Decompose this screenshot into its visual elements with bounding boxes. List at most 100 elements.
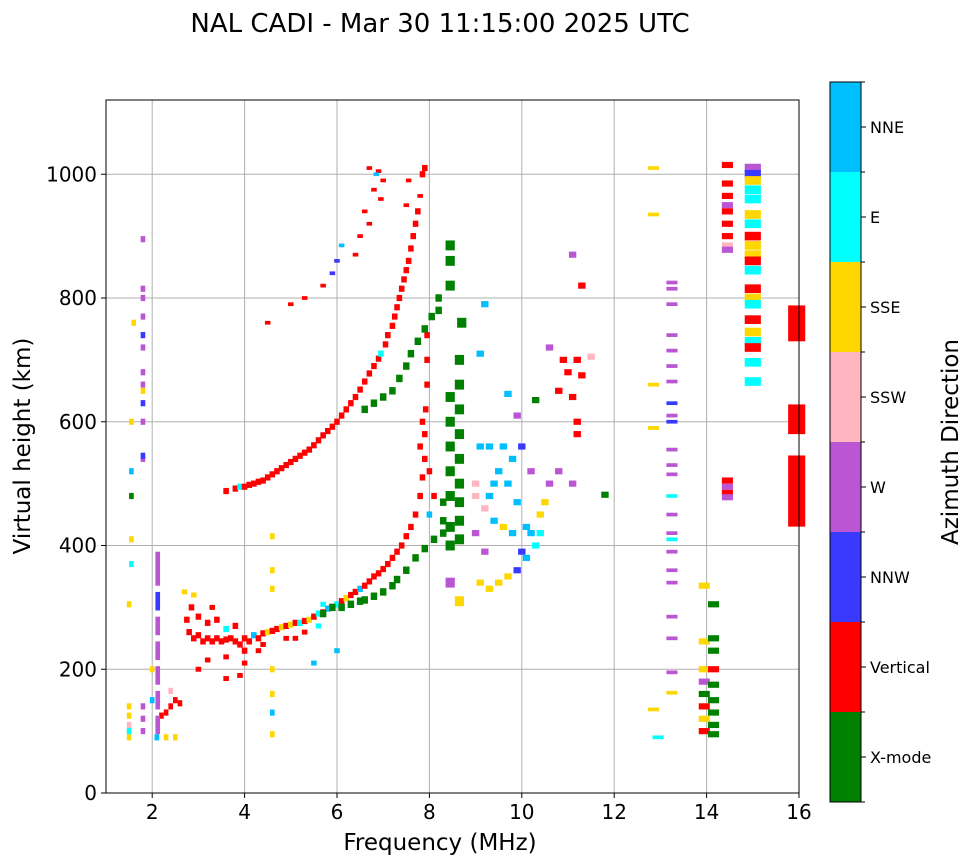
echo-mark-sse bbox=[744, 241, 761, 250]
echo-mark-w bbox=[666, 636, 678, 641]
x-tick-label: 14 bbox=[694, 800, 719, 824]
echo-mark-x-mode bbox=[440, 529, 447, 537]
echo-mark-vertical bbox=[396, 294, 403, 302]
echo-mark-vertical bbox=[417, 443, 423, 450]
colorbar-swatch-x-mode bbox=[830, 712, 861, 802]
colorbar-label-e: E bbox=[870, 208, 880, 227]
echo-mark-nne bbox=[476, 443, 484, 450]
echo-mark-sse bbox=[126, 712, 132, 719]
echo-mark-ssw bbox=[126, 721, 132, 729]
echo-mark-nne bbox=[476, 350, 484, 357]
x-tick-label: 2 bbox=[146, 800, 159, 824]
echo-mark-vertical bbox=[555, 387, 563, 394]
echo-mark-x-mode bbox=[454, 354, 465, 365]
echo-mark-x-mode bbox=[329, 603, 336, 612]
echo-mark-vertical bbox=[410, 233, 417, 240]
chart-title: NAL CADI - Mar 30 11:15:00 2025 UTC bbox=[190, 9, 689, 39]
echo-mark-nnw bbox=[518, 443, 526, 450]
echo-mark-e bbox=[223, 625, 229, 633]
echo-mark-w bbox=[155, 666, 161, 685]
echo-mark-w bbox=[666, 364, 678, 368]
echo-mark-nne bbox=[522, 554, 531, 561]
echo-mark-sse bbox=[270, 690, 275, 698]
echo-mark-vertical bbox=[184, 616, 190, 623]
echo-mark-vertical bbox=[419, 474, 426, 481]
echo-mark-nne bbox=[373, 172, 380, 177]
echo-mark-e bbox=[666, 537, 678, 542]
echo-mark-sse bbox=[131, 319, 137, 326]
echo-mark-w bbox=[666, 286, 678, 291]
y-tick-label: 400 bbox=[59, 534, 97, 558]
y-tick-label: 200 bbox=[59, 657, 97, 681]
echo-mark-nne bbox=[324, 605, 331, 612]
echo-mark-vertical bbox=[232, 622, 239, 630]
echo-mark-vertical bbox=[188, 604, 195, 611]
echo-mark-vertical bbox=[352, 588, 359, 595]
colorbar-swatch-vertical bbox=[830, 622, 861, 712]
echo-mark-vertical bbox=[283, 622, 289, 630]
echo-mark-w bbox=[721, 202, 733, 209]
echo-mark-vertical bbox=[405, 257, 412, 264]
echo-mark-nne bbox=[311, 660, 317, 666]
echo-mark-w bbox=[666, 333, 678, 337]
echo-mark-vertical bbox=[292, 455, 299, 462]
echo-mark-vertical bbox=[292, 635, 299, 641]
echo-mark-vertical bbox=[380, 565, 386, 573]
echo-mark-x-mode bbox=[454, 379, 465, 390]
echo-mark-vertical bbox=[419, 171, 426, 178]
echo-mark-w bbox=[666, 531, 678, 535]
echo-mark-vertical bbox=[417, 492, 423, 500]
echo-mark-vertical bbox=[721, 233, 733, 240]
echo-mark-x-mode bbox=[457, 317, 467, 328]
echo-mark-sse bbox=[129, 418, 134, 425]
colorbar-swatch-ssw bbox=[830, 352, 861, 442]
echo-mark-sse bbox=[744, 176, 761, 185]
echo-mark-vertical bbox=[419, 418, 426, 425]
echo-mark-sse bbox=[666, 690, 678, 695]
echo-mark-vertical bbox=[195, 632, 202, 639]
echo-mark-e bbox=[744, 265, 761, 275]
echo-mark-x-mode bbox=[454, 429, 465, 440]
echo-mark-vertical bbox=[301, 629, 308, 635]
echo-mark-x-mode bbox=[707, 601, 720, 608]
echo-mark-e bbox=[744, 299, 761, 309]
echo-mark-nne bbox=[334, 648, 340, 654]
echo-mark-vertical bbox=[274, 468, 280, 475]
echo-mark-sse bbox=[172, 734, 178, 741]
echo-mark-w bbox=[140, 369, 146, 376]
echo-mark-vertical bbox=[361, 582, 368, 589]
echo-mark-x-mode bbox=[454, 497, 465, 508]
echo-mark-vertical bbox=[394, 304, 400, 311]
echo-mark-nne bbox=[270, 709, 275, 716]
echo-mark-e bbox=[744, 377, 761, 386]
echo-mark-vertical bbox=[721, 489, 733, 496]
y-tick-label: 800 bbox=[59, 286, 97, 310]
echo-mark-sse bbox=[343, 595, 350, 602]
echo-mark-w bbox=[666, 568, 678, 573]
echo-mark-sse bbox=[744, 327, 761, 337]
echo-mark-w bbox=[140, 418, 146, 425]
echo-mark-e bbox=[744, 194, 761, 204]
echo-mark-w bbox=[140, 313, 146, 320]
echo-mark-w bbox=[155, 715, 161, 735]
echo-mark-vertical bbox=[241, 647, 248, 654]
echo-mark-vertical bbox=[311, 613, 317, 620]
echo-mark-nne bbox=[504, 390, 512, 397]
echo-mark-nne bbox=[149, 697, 155, 704]
echo-mark-nne bbox=[495, 468, 503, 475]
echo-mark-w bbox=[140, 285, 146, 292]
echo-mark-ssw bbox=[721, 242, 733, 249]
echo-mark-vertical bbox=[237, 641, 243, 648]
echo-mark-x-mode bbox=[440, 517, 447, 525]
echo-mark-vertical bbox=[269, 471, 276, 478]
echo-mark-vertical bbox=[422, 164, 428, 172]
echo-mark-sse bbox=[744, 293, 761, 303]
echo-mark-sse bbox=[647, 382, 660, 387]
echo-mark-sse bbox=[647, 212, 660, 217]
echo-mark-vertical bbox=[371, 187, 377, 192]
echo-mark-nnw bbox=[140, 400, 146, 407]
echo-mark-x-mode bbox=[454, 453, 465, 464]
y-axis-label: Virtual height (km) bbox=[10, 338, 36, 555]
echo-mark-x-mode bbox=[445, 280, 455, 291]
echo-mark-vertical bbox=[371, 362, 377, 370]
